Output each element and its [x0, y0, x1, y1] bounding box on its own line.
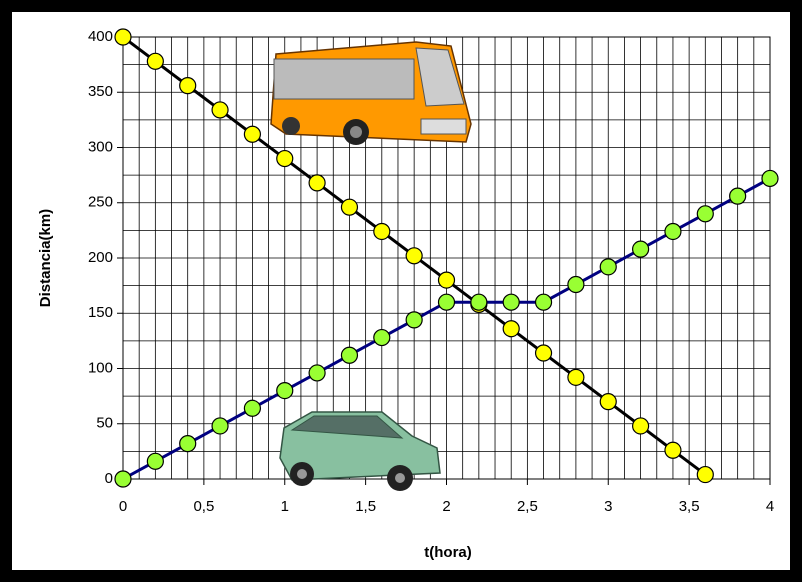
point: [340, 198, 359, 216]
point: [534, 293, 553, 311]
y-tick-label: 200: [88, 249, 113, 266]
point: [308, 174, 326, 192]
x-tick-label: 0: [119, 498, 127, 515]
y-tick-label: 50: [96, 415, 113, 432]
point: [405, 247, 423, 265]
point: [243, 125, 261, 143]
x-tick-label: 1: [281, 498, 289, 515]
point: [437, 271, 456, 289]
point: [340, 346, 359, 364]
y-axis-title: Distancia(km): [37, 209, 54, 307]
point: [179, 435, 197, 453]
x-tick-label: 4: [766, 498, 774, 515]
y-tick-label: 350: [88, 83, 113, 100]
x-tick-label: 2,5: [517, 498, 538, 515]
car-picture: [279, 411, 441, 491]
point: [114, 470, 132, 488]
point: [276, 382, 294, 400]
point: [470, 293, 488, 311]
y-tick-label: 300: [88, 138, 113, 155]
point: [729, 187, 747, 205]
point: [631, 417, 650, 435]
x-tick-label: 1,5: [355, 498, 376, 515]
x-tick-label: 0,5: [193, 498, 214, 515]
point: [502, 293, 520, 311]
point: [114, 28, 132, 46]
point: [664, 441, 682, 459]
point: [179, 77, 197, 95]
y-tick-label: 100: [88, 359, 113, 376]
point: [146, 452, 164, 470]
point: [567, 368, 585, 386]
y-tick-label: 250: [88, 194, 113, 211]
point: [437, 293, 456, 311]
point: [373, 328, 391, 347]
marks: [114, 28, 779, 488]
point: [308, 364, 326, 382]
point: [243, 399, 261, 417]
x-tick-label: 3,5: [679, 498, 700, 515]
point: [631, 240, 650, 258]
point: [534, 344, 553, 362]
point: [502, 320, 520, 338]
point: [211, 101, 229, 119]
point: [146, 52, 164, 70]
point: [599, 393, 617, 411]
y-tick-label: 0: [105, 470, 113, 487]
point: [696, 465, 714, 484]
bus-picture: [270, 41, 472, 145]
point: [696, 205, 714, 223]
point: [405, 311, 423, 329]
y-tick-label: 400: [88, 28, 113, 45]
point: [373, 222, 391, 241]
point: [567, 275, 585, 294]
point: [761, 169, 779, 188]
x-axis-title: t(hora): [424, 544, 472, 561]
plot-border: [122, 36, 771, 480]
x-tick-label: 3: [604, 498, 612, 515]
y-tick-label: 150: [88, 304, 113, 321]
point: [664, 222, 682, 241]
point: [599, 258, 617, 276]
x-tick-label: 2: [442, 498, 450, 515]
point: [276, 149, 294, 168]
point: [211, 417, 229, 435]
